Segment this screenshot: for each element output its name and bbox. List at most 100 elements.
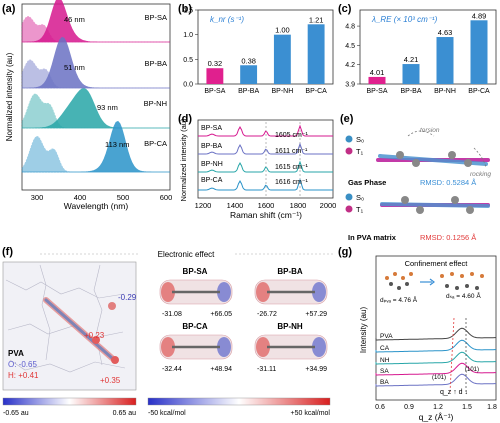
panel-c: (c) λ_RE (× 10³ cm⁻¹) 4.01 BP-SA 4.21 BP-BA… [338, 3, 497, 95]
giwaxs-trace [375, 351, 496, 365]
panel-a: (a) Normalized intensity (au) Wavelength… [2, 0, 172, 211]
esp-molecule-name: BP-CA [182, 322, 208, 331]
esp-positive-lobe [217, 337, 231, 357]
esp-positive-lobe [217, 282, 231, 302]
y-tick-label: 4.8 [345, 24, 355, 31]
raman-spectra [198, 122, 333, 196]
panel-d-tick: 1800 [290, 201, 307, 210]
panel-d-frame [197, 119, 334, 199]
gas-phase-molecule [376, 130, 490, 169]
bar-category-label: BP-BA [238, 88, 259, 95]
panel-d-tick: 1400 [227, 201, 244, 210]
series-label-sa: BP-SA [144, 13, 167, 22]
rocking-label: rocking [470, 171, 491, 178]
panel-a-xlabel: Wavelength (nm) [64, 201, 129, 211]
panel-g-xlabel: q_z (Å⁻¹) [419, 412, 454, 422]
stokes-shift-sa: 46 nm [64, 15, 85, 24]
panel-a-tick: 600 [160, 193, 173, 202]
emission-band [22, 120, 170, 173]
stokes-shift-ba: 51 nm [64, 63, 85, 72]
bar-category-label: BP-BA [400, 88, 421, 95]
giwaxs-profiles [375, 317, 496, 393]
raman-trace [198, 142, 333, 155]
electronic-effect-header: Electronic effect [158, 250, 216, 259]
esp-negative-lobe [161, 337, 175, 357]
esp-negative-lobe [256, 282, 270, 302]
esp-molecule-name: BP-SA [183, 267, 208, 276]
raman-trace [198, 160, 333, 173]
esp-positive-lobe [312, 337, 326, 357]
raman-trace [198, 124, 333, 137]
panel-d-tick: 2000 [320, 201, 337, 210]
raman-label-ba: BP-BA [201, 143, 222, 150]
charge-c3: +0.35 [100, 376, 121, 385]
panel-g-tick: 1.8 [487, 404, 497, 411]
panel-d: (d) Normalized intensity (au) Raman shif… [178, 113, 336, 220]
esp-negative-lobe [161, 282, 175, 302]
chain-schematic [385, 272, 484, 290]
panel-a-tick: 500 [117, 193, 130, 202]
pva-matrix-rmsd: RMSD: 0.1256 Å [420, 233, 476, 242]
esp-scale-bar [147, 397, 331, 406]
bar-value-label: 4.63 [438, 28, 453, 37]
emission-band [21, 0, 170, 43]
panel-a-tick: 400 [74, 193, 87, 202]
raman-trace [198, 178, 333, 191]
panel-label-d: (d) [178, 113, 192, 125]
panel-a-frame [21, 3, 171, 191]
esp-max-value: +48.94 [210, 366, 232, 373]
esp-positive-lobe [312, 282, 326, 302]
bar-value-label: 0.32 [208, 59, 223, 68]
emission-band [22, 88, 170, 129]
bar [402, 64, 420, 84]
panel-f: (f) Electronic effect PVA O: -0.65 H: +0… [2, 246, 335, 417]
stokes-shift-ca: 113 nm [105, 140, 129, 149]
bar-category-label: BP-SA [204, 88, 225, 95]
emission-band [21, 36, 170, 89]
panel-label-b: (b) [178, 3, 192, 15]
esp-molecule-name: BP-BA [277, 267, 303, 276]
panel-label-f: (f) [2, 246, 13, 258]
bar [368, 76, 386, 84]
charge-scale-min: -0.65 au [3, 410, 29, 417]
h-charge-label: H: +0.41 [8, 371, 39, 380]
s0-legend-label: S₀ [356, 193, 364, 202]
bar [307, 24, 325, 84]
giwaxs-label-ca: CA [380, 345, 390, 352]
o-charge-label: O: -0.65 [8, 360, 37, 369]
esp-min-value: -31.08 [162, 311, 182, 318]
panel-g-tick: 1.2 [433, 404, 443, 411]
giwaxs-label-sa: SA [380, 368, 389, 375]
d-sa-label: dₛₐ = 4.60 Å [446, 291, 481, 300]
bar-value-label: 4.21 [404, 55, 419, 64]
raman-peak-ca: 1616 cm⁻¹ [275, 179, 309, 186]
bar-value-label: 1.00 [275, 26, 290, 35]
series-label-ca: BP-CA [144, 139, 167, 148]
panel-a-tick: 300 [31, 193, 44, 202]
y-tick-label: 4.5 [345, 43, 355, 50]
bar-category-label: BP-NH [271, 88, 293, 95]
d-pva-label: dₚᵥₐ = 4.76 Å [380, 295, 418, 304]
giwaxs-label-ba: BA [380, 379, 389, 386]
s0-legend-label: S₀ [356, 135, 364, 144]
panel-c-frame [359, 9, 497, 85]
panel-b-frame [197, 9, 334, 85]
raman-peak-ba: 1611 cm⁻¹ [275, 148, 308, 155]
raman-peak-sa: 1605 cm⁻¹ [275, 132, 309, 139]
bar-value-label: 1.21 [309, 15, 324, 24]
bar-category-label: BP-CA [305, 88, 327, 95]
bar [240, 65, 258, 84]
raman-peak-nh: 1615 cm⁻¹ [275, 164, 309, 171]
raman-label-nh: BP-NH [201, 161, 223, 168]
raman-label-sa: BP-SA [201, 125, 222, 132]
panel-g-tick: 0.6 [375, 404, 385, 411]
t1-legend-label: T₁ [356, 205, 364, 214]
bar-value-label: 4.89 [472, 11, 487, 20]
gas-phase-title: Gas Phase [348, 178, 386, 187]
s0-legend-marker [345, 135, 353, 143]
esp-min-value: -31.11 [257, 366, 276, 373]
esp-min-value: -32.44 [162, 366, 182, 373]
s0-legend-marker [345, 193, 353, 201]
esp-max-value: +34.99 [305, 366, 327, 373]
